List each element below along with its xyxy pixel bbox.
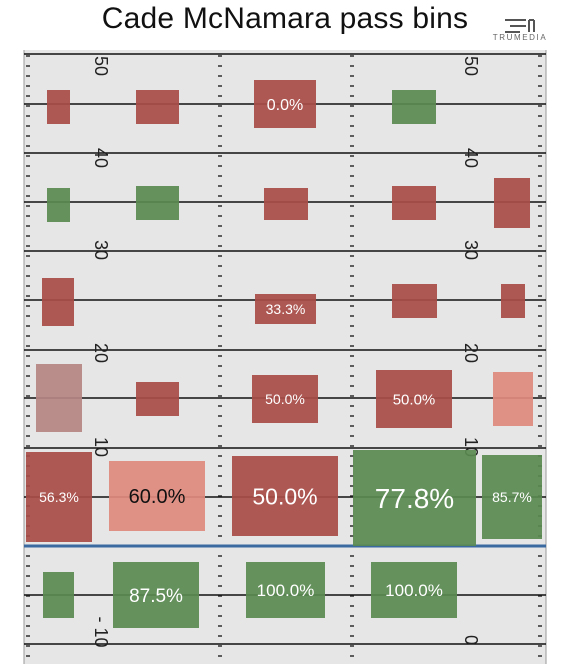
bin-box — [353, 450, 476, 546]
depth-label-left: - 10 — [91, 616, 111, 647]
bin-box — [501, 284, 525, 318]
bin-box — [392, 284, 437, 318]
bin-box — [47, 188, 70, 222]
bin-label: 77.8% — [375, 483, 454, 514]
bin-box — [47, 90, 70, 124]
bin-box — [136, 186, 179, 220]
bin-box — [246, 562, 325, 618]
depth-label-left: 10 — [91, 437, 111, 457]
bin-label: 50.0% — [265, 391, 305, 407]
bin-box — [26, 452, 92, 542]
depth-label-right: 0 — [461, 635, 481, 645]
bin-box — [482, 455, 542, 539]
bin-box — [42, 278, 74, 326]
bin-label: 0.0% — [267, 97, 303, 114]
bin-box — [371, 562, 457, 618]
depth-label-left: 20 — [91, 343, 111, 363]
bin-label: 85.7% — [492, 489, 532, 505]
bin-label: 60.0% — [129, 486, 186, 508]
bin-box — [113, 562, 199, 628]
bin-box — [255, 294, 316, 324]
bin-label: 50.0% — [252, 483, 317, 509]
depth-label-left: 40 — [91, 148, 111, 168]
bin-label: 87.5% — [129, 586, 183, 607]
bin-box — [136, 382, 179, 416]
bin-box — [252, 375, 318, 423]
bin-label: 100.0% — [257, 581, 315, 600]
trumedia-logo-text: TRUMEDIA — [492, 33, 548, 42]
bin-label: 56.3% — [39, 489, 79, 505]
bin-box — [109, 461, 205, 531]
bin-box — [392, 186, 436, 220]
bin-box — [43, 572, 74, 618]
bin-box — [264, 188, 308, 220]
bin-box — [36, 364, 82, 432]
bin-box — [493, 372, 533, 426]
bin-label: 100.0% — [385, 581, 443, 600]
depth-label-right: 30 — [461, 240, 481, 260]
depth-label-right: 20 — [461, 343, 481, 363]
depth-label-left: 50 — [91, 56, 111, 76]
trumedia-logo-icon — [505, 19, 535, 33]
depth-label-right: 40 — [461, 148, 481, 168]
bin-box — [392, 90, 436, 124]
bin-box — [136, 90, 179, 124]
chart-title: Cade McNamara pass bins — [101, 2, 469, 35]
bin-label: 50.0% — [393, 391, 436, 408]
bin-box — [376, 370, 452, 428]
bin-box — [494, 178, 530, 228]
bin-box — [254, 80, 316, 128]
bin-label: 33.3% — [266, 301, 306, 317]
depth-label-right: 50 — [461, 56, 481, 76]
depth-label-left: 30 — [91, 240, 111, 260]
bin-box — [232, 456, 338, 536]
